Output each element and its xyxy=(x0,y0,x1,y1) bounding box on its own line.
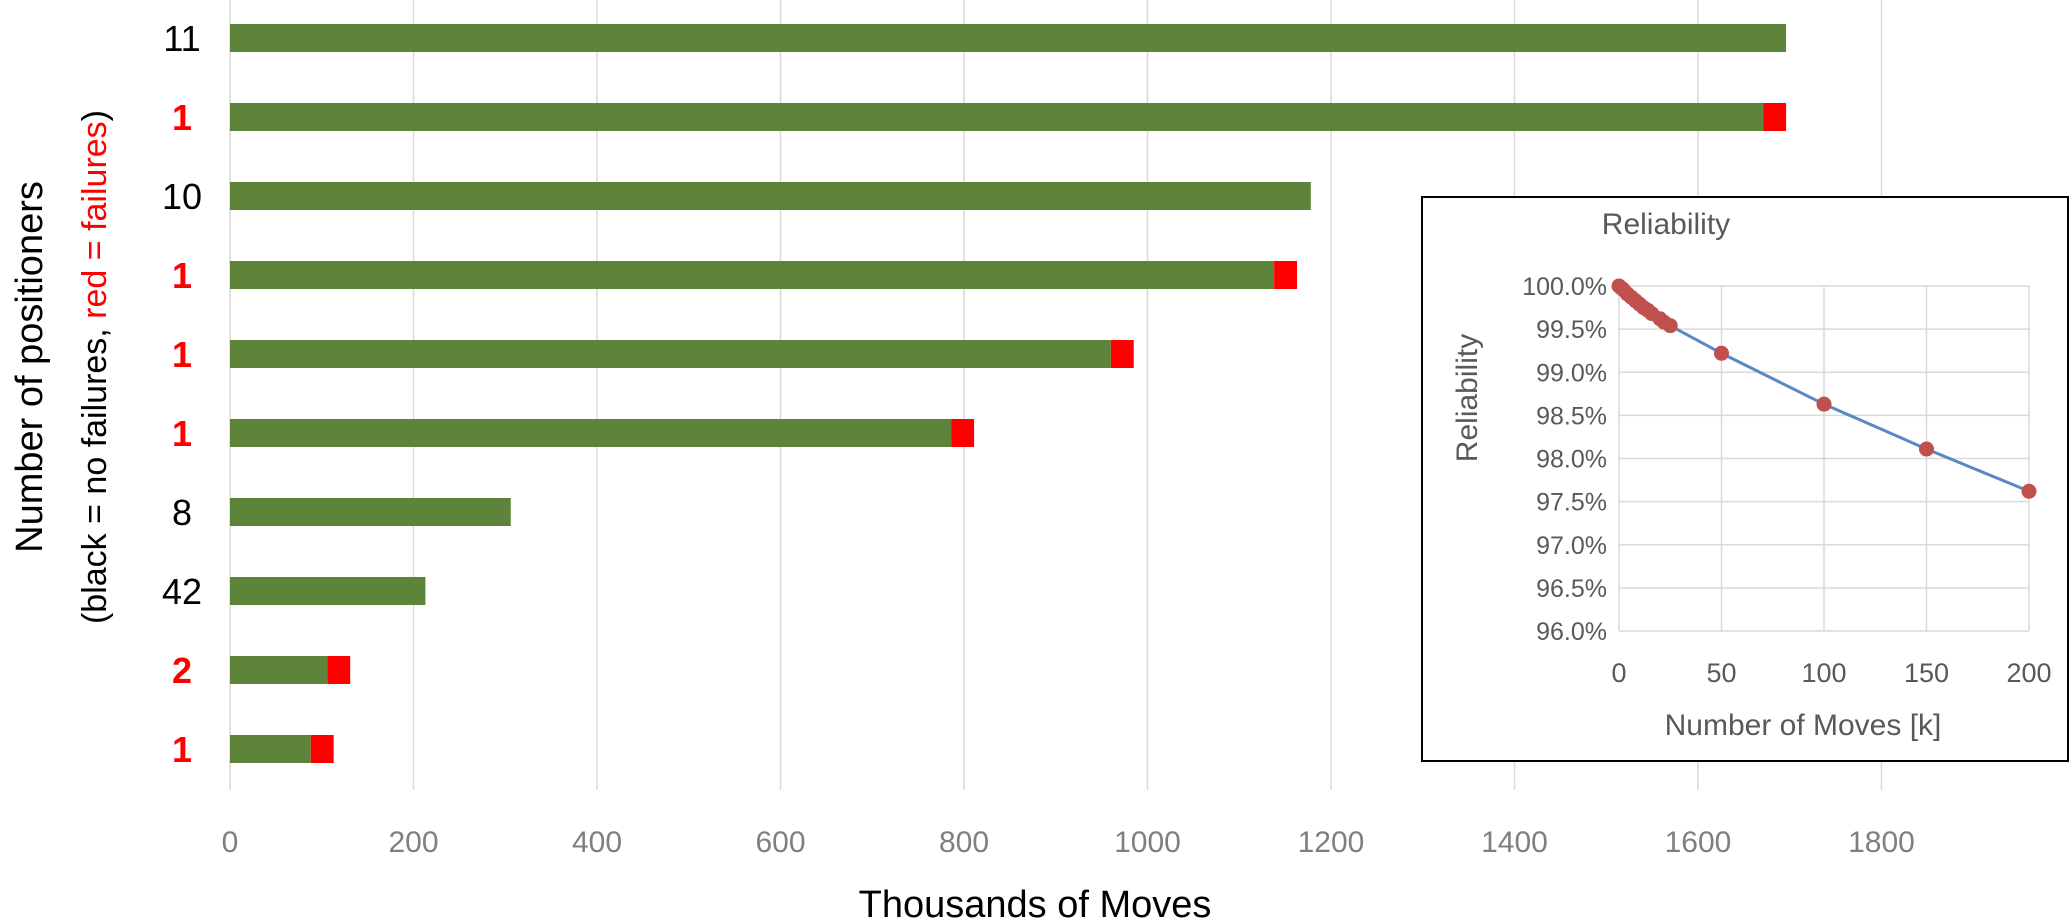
bar-segment-moves xyxy=(230,577,426,605)
bar-chart-x-tick-label: 600 xyxy=(755,826,805,859)
bar-chart-category-label: 11 xyxy=(163,18,200,59)
bar-segment-moves xyxy=(230,340,1111,368)
reliability-line-chart: Reliability 96.0% 96.5% 97.0% 97.5% 98.0% 98.… xyxy=(1451,208,2052,742)
bar-chart-x-tick-label: 1600 xyxy=(1665,826,1732,859)
inset-chart-title: Reliability xyxy=(1602,208,1730,241)
inset-chart-y-tick-label: 99.5% xyxy=(1536,316,1607,344)
inset-chart-point xyxy=(1662,318,1678,334)
inset-chart-x-tick-labels: 0 50 100 150 200 xyxy=(1611,658,2051,688)
bar-chart-category-label: 1 xyxy=(172,97,192,138)
bar-chart-x-tick-label: 200 xyxy=(388,826,438,859)
bar-chart-category-label: 10 xyxy=(162,176,202,217)
bar-chart-x-tick-label: 1800 xyxy=(1848,826,1915,859)
inset-chart-point xyxy=(1816,396,1832,412)
bar-chart-category-label: 42 xyxy=(162,571,202,612)
bar-segment-failure xyxy=(951,419,975,447)
bar-segment-moves xyxy=(230,419,952,447)
bar-chart-y-axis-sublabel: (black = no failures, red = failures) xyxy=(76,110,114,624)
bar-segment-failure xyxy=(1763,103,1787,131)
inset-chart-x-tick-label: 100 xyxy=(1801,658,1846,688)
inset-chart-point xyxy=(2021,483,2037,499)
inset-chart-y-tick-label: 97.0% xyxy=(1536,532,1607,560)
bar-segment-moves xyxy=(230,656,328,684)
inset-chart-y-tick-labels: 96.0% 96.5% 97.0% 97.5% 98.0% 98.5% 99.0% 99.5%… xyxy=(1522,273,1607,646)
inset-chart-point xyxy=(1919,441,1934,457)
y-axis-sublabel-part: (black = no failures, xyxy=(76,319,114,624)
bar-chart-category-label: 1 xyxy=(172,334,192,375)
bar-segment-moves xyxy=(230,498,511,526)
inset-chart-x-tick-label: 150 xyxy=(1904,658,1949,688)
inset-chart-x-tick-label: 50 xyxy=(1706,658,1736,688)
bar-segment-failure xyxy=(1274,261,1298,289)
inset-chart-gridlines xyxy=(1618,285,2030,632)
inset-chart-y-axis-label: Reliability xyxy=(1451,334,1484,462)
bar-chart-y-axis-label: Number of positioners xyxy=(9,181,51,553)
bar-chart-category-label: 8 xyxy=(172,492,192,533)
inset-chart-x-tick-label: 0 xyxy=(1611,658,1626,688)
y-axis-sublabel-part: red = failures xyxy=(76,121,114,319)
bar-chart-x-tick-label: 0 xyxy=(222,826,239,859)
bar-segment-failure xyxy=(327,656,351,684)
bar-chart-x-tick-label: 1400 xyxy=(1481,826,1548,859)
bar-chart-category-label: 1 xyxy=(172,413,192,454)
inset-chart-x-axis-label: Number of Moves [k] xyxy=(1665,709,1942,742)
bar-chart-category-label: 1 xyxy=(172,255,192,296)
bar-chart-x-tick-label: 800 xyxy=(939,826,989,859)
bar-chart-x-tick-label: 1000 xyxy=(1114,826,1181,859)
inset-chart-y-tick-label: 98.0% xyxy=(1536,446,1607,474)
bar-segment-moves xyxy=(230,103,1764,131)
inset-chart-series xyxy=(1611,278,2037,499)
bar-segment-moves xyxy=(230,182,1311,210)
inset-chart-x-tick-label: 200 xyxy=(2006,658,2051,688)
inset-chart-y-tick-label: 96.0% xyxy=(1536,618,1607,646)
bar-chart-x-tick-labels: 0 200 400 600 800 1000 1200 1400 1600 1800 xyxy=(222,826,1915,859)
bar-chart-category-label: 1 xyxy=(172,729,192,770)
bar-chart-x-tick-label: 1200 xyxy=(1298,826,1365,859)
bar-chart-x-axis-label: Thousands of Moves xyxy=(859,884,1212,921)
inset-chart-y-tick-label: 100.0% xyxy=(1522,273,1607,301)
inset-chart-y-tick-label: 99.0% xyxy=(1536,359,1607,387)
y-axis-sublabel-part: ) xyxy=(76,110,114,121)
inset-chart-point xyxy=(1714,345,1729,361)
inset-chart-y-tick-label: 96.5% xyxy=(1536,575,1607,603)
bar-chart-bars xyxy=(230,24,1787,763)
bar-segment-moves xyxy=(230,24,1787,52)
bar-segment-moves xyxy=(230,735,311,763)
bar-chart-category-label: 2 xyxy=(172,650,192,691)
bar-chart-x-tick-label: 400 xyxy=(572,826,622,859)
bar-segment-moves xyxy=(230,261,1275,289)
bar-segment-failure xyxy=(1110,340,1134,368)
bar-segment-failure xyxy=(310,735,334,763)
reliability-inset: Reliability 96.0% 96.5% 97.0% 97.5% 98.0% 98.… xyxy=(1421,196,2069,762)
inset-chart-y-tick-label: 98.5% xyxy=(1536,402,1607,430)
inset-chart-y-tick-label: 97.5% xyxy=(1536,489,1607,517)
